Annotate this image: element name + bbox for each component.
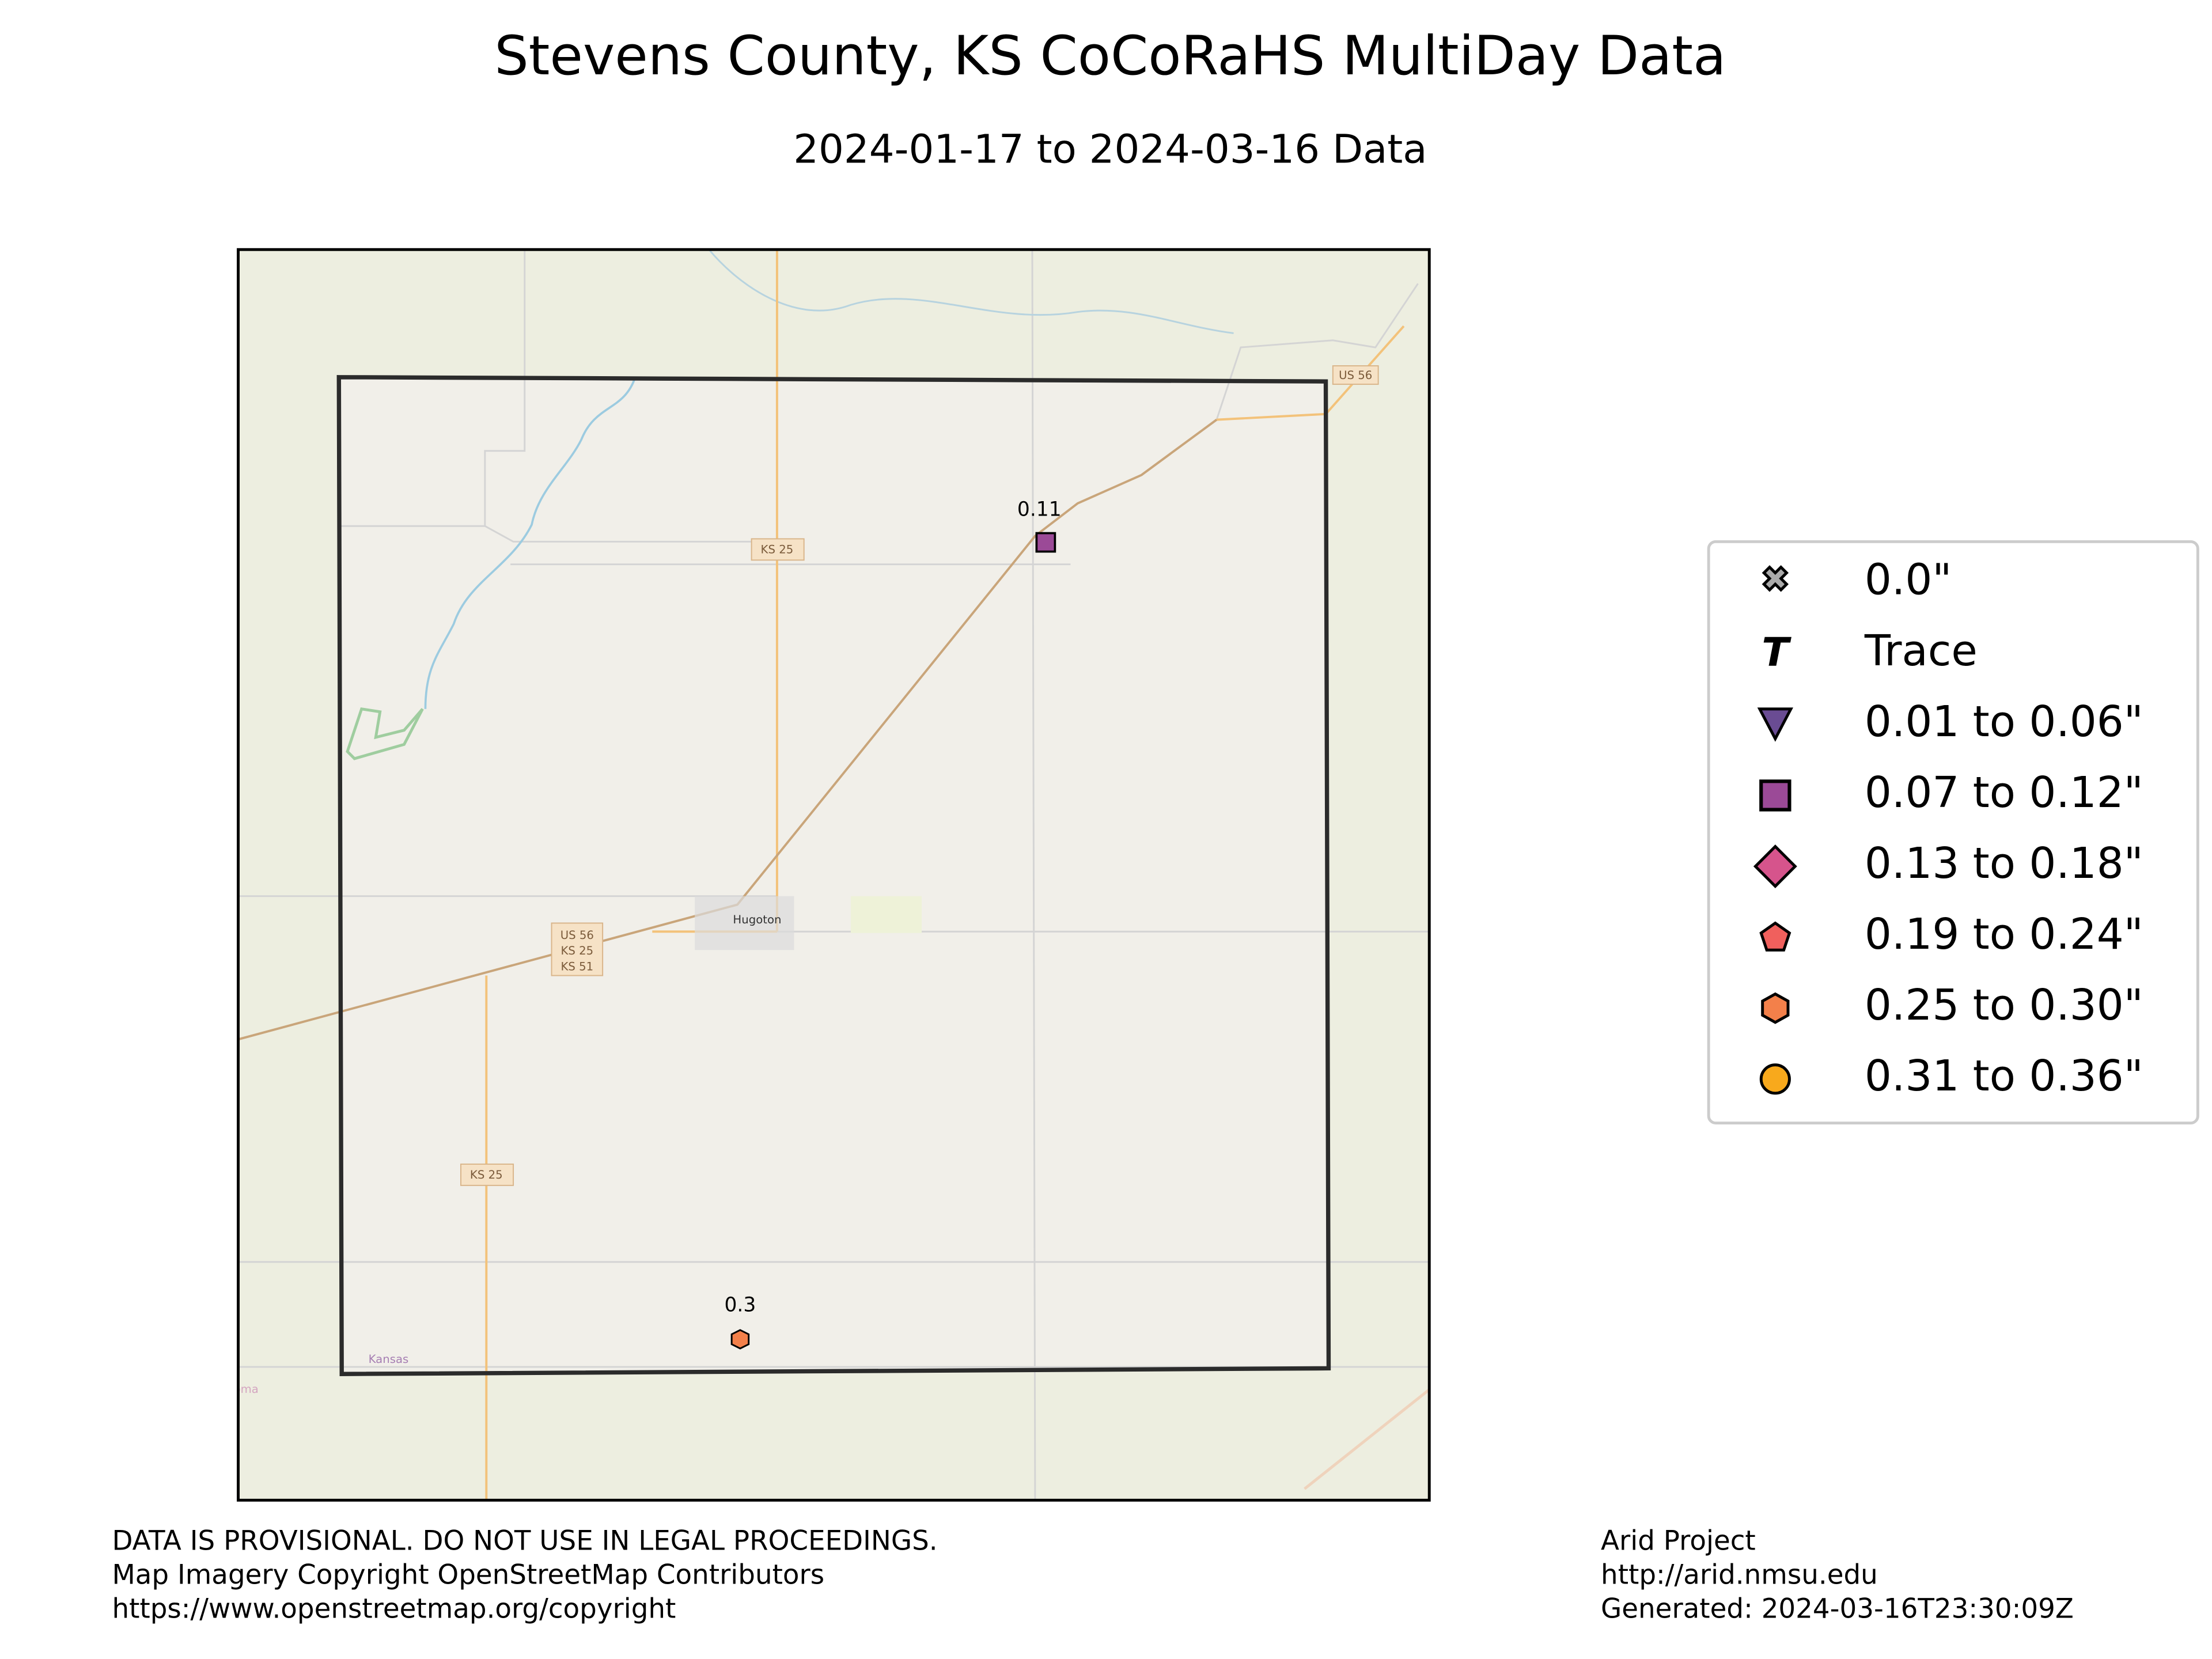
legend-marker bbox=[1761, 992, 1790, 1024]
road-label: KS 25 bbox=[470, 1168, 503, 1181]
legend-label: 0.01 to 0.06" bbox=[1865, 697, 2143, 747]
road-shield bbox=[751, 538, 805, 561]
state-label: Oklahoma bbox=[201, 1382, 259, 1396]
footer-text: Generated: 2024-03-16T23:30:09Z bbox=[1601, 1594, 2074, 1625]
legend-label: 0.25 to 0.30" bbox=[1865, 980, 2143, 1030]
legend-label: 0.0" bbox=[1865, 555, 1952, 605]
legend-marker bbox=[1762, 565, 1789, 592]
road bbox=[1304, 1388, 1430, 1490]
river bbox=[708, 249, 1234, 334]
legend-marker bbox=[1759, 1063, 1791, 1095]
map-frame bbox=[237, 248, 1431, 1502]
state-label: Kansas bbox=[369, 1353, 409, 1366]
road-label: KS 25 bbox=[560, 944, 593, 957]
map: KS 25 US 56 US 56 KS 25 KS 51 Hugoton KS… bbox=[201, 249, 1430, 1501]
town-label: Hugoton bbox=[733, 913, 781, 926]
road-label: KS 25 bbox=[761, 543, 794, 556]
station-marker bbox=[730, 1329, 750, 1350]
field bbox=[850, 896, 922, 933]
county-fill bbox=[339, 377, 1329, 1374]
legend-marker bbox=[1753, 844, 1797, 888]
road-shield bbox=[460, 1163, 514, 1186]
legend-label: Trace bbox=[1864, 626, 1978, 676]
road-shield bbox=[551, 922, 604, 976]
footer-text: DATA IS PROVISIONAL. DO NOT USE IN LEGAL… bbox=[112, 1525, 937, 1556]
road-shield bbox=[1332, 365, 1379, 385]
legend-label: 0.13 to 0.18" bbox=[1865, 839, 2143, 888]
title: Stevens County, KS CoCoRaHS MultiDay Dat… bbox=[494, 25, 1726, 88]
legend-marker bbox=[1757, 707, 1793, 742]
station-value: 0.3 bbox=[725, 1294, 756, 1317]
us-56 bbox=[238, 419, 1218, 1041]
station-value: 0.11 bbox=[1017, 498, 1062, 521]
road-label: KS 51 bbox=[560, 960, 593, 973]
legend: T 0.0" Trace 0.01 to 0.06" 0.07 to 0.12"… bbox=[1707, 540, 2199, 1124]
footer-text: https://www.openstreetmap.org/copyright bbox=[112, 1594, 676, 1625]
town-area bbox=[695, 896, 794, 950]
legend-marker bbox=[1759, 921, 1791, 952]
legend-box bbox=[1707, 540, 2199, 1124]
legend-marker bbox=[1759, 779, 1791, 812]
legend-marker: T bbox=[1762, 630, 1791, 676]
subtitle: 2024-01-17 to 2024-03-16 Data bbox=[793, 126, 1427, 172]
footer-text: http://arid.nmsu.edu bbox=[1601, 1560, 1878, 1591]
road-label: US 56 bbox=[1339, 369, 1372, 382]
road-label: US 56 bbox=[560, 929, 594, 942]
station-marker bbox=[1035, 532, 1056, 553]
legend-label: 0.19 to 0.24" bbox=[1865, 910, 2143, 959]
county-boundary bbox=[336, 375, 1331, 1376]
footer-text: Map Imagery Copyright OpenStreetMap Cont… bbox=[112, 1560, 824, 1591]
grassland bbox=[346, 707, 424, 760]
legend-label: 0.07 to 0.12" bbox=[1865, 768, 2143, 817]
footer-text: Arid Project bbox=[1601, 1525, 1756, 1556]
legend-label: 0.31 to 0.36" bbox=[1865, 1051, 2143, 1101]
river bbox=[424, 377, 637, 709]
